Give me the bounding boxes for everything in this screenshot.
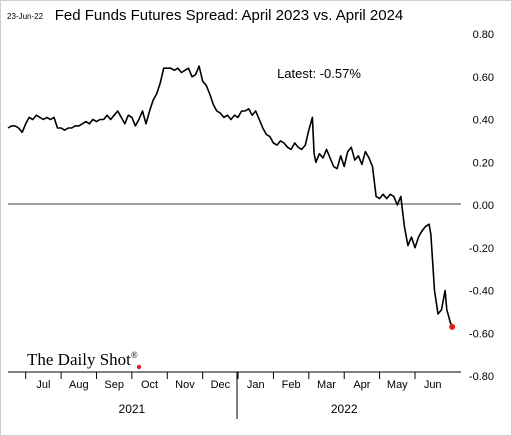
x-year-label: 2021: [119, 402, 146, 416]
y-tick-label: -0.60: [469, 328, 494, 340]
y-tick-labels: 0.80 0.60 0.40 0.20 0.00 -0.20 -0.40 -0.60 -0.80: [469, 29, 494, 383]
latest-point-marker: [449, 323, 456, 330]
x-month-label: Sep: [104, 379, 124, 391]
latest-annotation: Latest: -0.57%: [277, 66, 361, 81]
x-month-label: Oct: [141, 379, 158, 391]
series-line: [7, 65, 453, 328]
date-stamp: 23-Jun-22: [7, 12, 44, 21]
x-month-label: Aug: [69, 379, 89, 391]
x-month-label: Feb: [282, 379, 301, 391]
x-month-label: May: [387, 379, 408, 391]
x-ticks: [25, 372, 416, 379]
x-month-label: Jan: [247, 379, 265, 391]
y-tick-label: 0.00: [473, 200, 494, 212]
x-month-label: Nov: [175, 379, 195, 391]
x-year-labels: 2021 2022: [119, 402, 358, 416]
y-tick-label: 0.20: [473, 157, 494, 169]
y-tick-label: 0.40: [473, 115, 494, 127]
x-year-label: 2022: [331, 402, 358, 416]
y-tick-label: -0.20: [469, 243, 494, 255]
y-tick-label: 0.80: [473, 29, 494, 41]
x-month-label: Dec: [211, 379, 231, 391]
x-month-label: Mar: [317, 379, 336, 391]
x-month-label: Jul: [36, 379, 50, 391]
x-month-label: Jun: [424, 379, 442, 391]
x-month-labels: Jul Aug Sep Oct Nov Dec Jan Feb Mar Apr May Jun: [36, 379, 441, 391]
x-month-label: Apr: [353, 379, 370, 391]
chart-title: Fed Funds Futures Spread: April 2023 vs.…: [55, 7, 404, 24]
y-tick-label: 0.60: [473, 72, 494, 84]
daily-shot-logo: The Daily Shot®: [27, 350, 138, 369]
y-tick-label: -0.80: [469, 371, 494, 383]
y-tick-label: -0.40: [469, 286, 494, 298]
logo-dot-icon: [136, 364, 142, 370]
